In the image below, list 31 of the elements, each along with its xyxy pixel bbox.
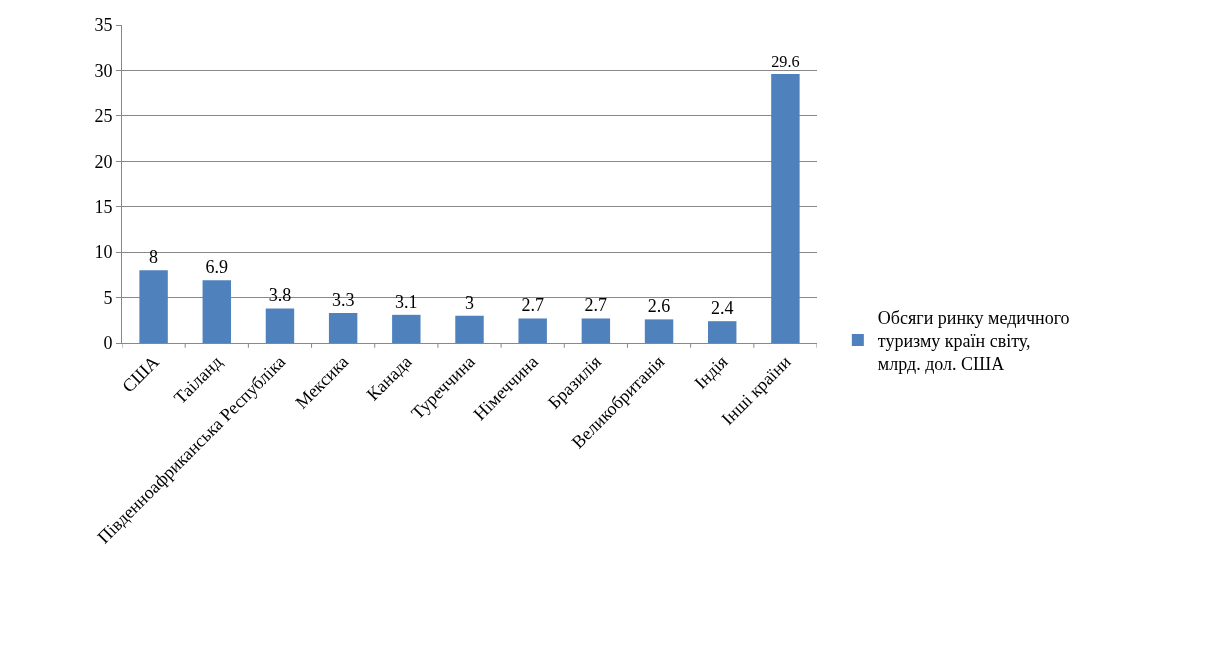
data-label: 2.4	[710, 298, 734, 319]
bar	[139, 270, 168, 343]
bar	[644, 319, 674, 343]
bar	[708, 321, 737, 343]
data-label: 29.6	[771, 53, 800, 72]
data-label: 2.7	[521, 295, 544, 316]
bar	[518, 318, 547, 343]
y-tick-label: 35	[94, 15, 113, 36]
data-label: 6.9	[205, 257, 229, 278]
y-tick-label: 15	[94, 197, 113, 218]
data-label: 2.6	[647, 296, 671, 317]
y-tick-label: 20	[94, 151, 113, 172]
data-label: 3.3	[331, 290, 355, 311]
data-label: 3.1	[395, 291, 418, 312]
bar	[771, 74, 800, 343]
data-label: 3.8	[268, 285, 292, 306]
bar	[392, 314, 421, 343]
y-tick-label: 10	[94, 242, 113, 263]
legend-label: Обсяги ринку медичного туризму країн світу, млрд. дол. США	[877, 307, 1070, 375]
y-tick-label: 25	[94, 106, 113, 127]
bar	[328, 313, 358, 343]
data-label: 8	[149, 247, 159, 268]
bar	[202, 280, 231, 343]
bar	[581, 318, 611, 343]
y-tick-label: 5	[103, 287, 113, 308]
data-label: 3	[465, 292, 474, 313]
y-tick-label: 0	[103, 333, 113, 354]
bar	[265, 308, 295, 343]
data-label: 2.7	[584, 295, 608, 316]
bar	[455, 315, 484, 343]
y-tick-label: 30	[94, 60, 113, 81]
